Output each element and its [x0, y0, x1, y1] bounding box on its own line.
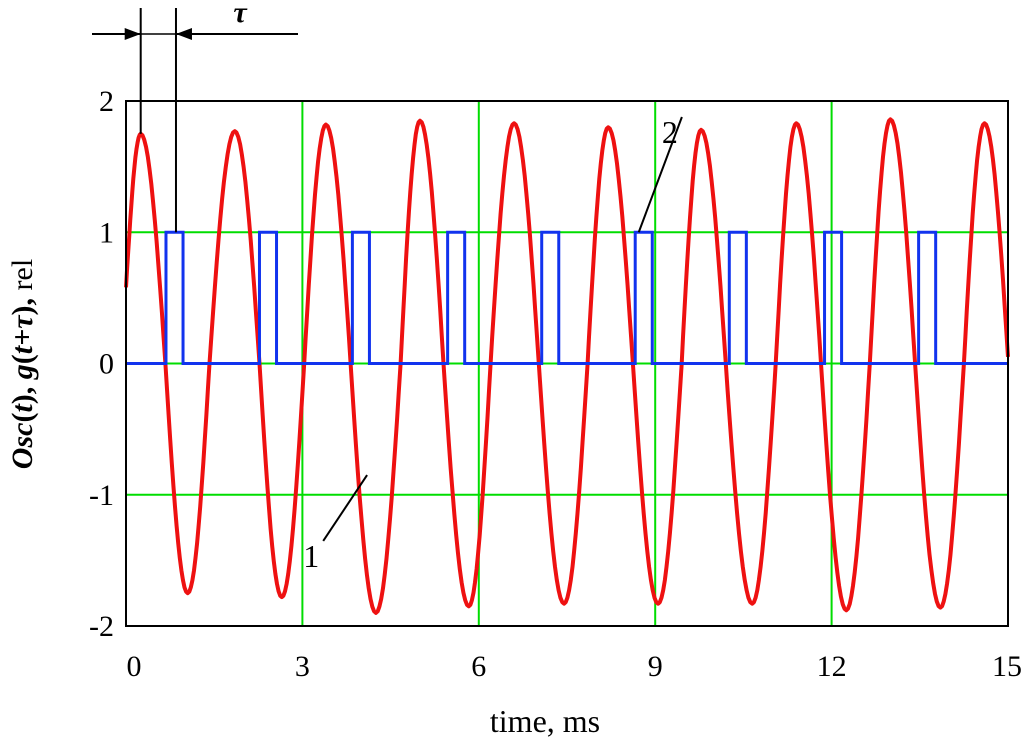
- y-axis-label-part: Osc: [6, 423, 39, 470]
- x-axis-label: time, ms: [490, 703, 600, 739]
- annotation-leader-line: [322, 474, 368, 542]
- x-tick-label: 9: [648, 650, 663, 683]
- y-tick-label: 0: [99, 348, 114, 381]
- x-tick-label: 15: [992, 650, 1022, 683]
- y-tick-label: 2: [99, 85, 114, 118]
- plot-frame: [125, 100, 1009, 627]
- x-tick-labels: 0 3 6 9 12 15: [127, 650, 1023, 683]
- series-line-2: [126, 230, 1008, 365]
- x-tick-label: 6: [471, 650, 486, 683]
- annotation-leader-line: [637, 116, 683, 233]
- y-axis-label-part: (: [6, 413, 39, 423]
- x-tick-label: 3: [295, 650, 310, 683]
- y-tick-label: 1: [99, 216, 114, 249]
- y-axis-label-part: g: [6, 364, 39, 380]
- x-tick-label: 0: [127, 650, 142, 683]
- tau-marker: τ: [92, 0, 298, 233]
- y-tick-label: -1: [89, 479, 114, 512]
- y-axis-label-part: t+τ: [6, 314, 39, 354]
- tau-arrowhead-right-icon: [175, 28, 192, 40]
- x-tick-label: 12: [817, 650, 847, 683]
- series-line-1: [124, 117, 1010, 615]
- series-layer: [124, 117, 1010, 615]
- y-axis-label-part: rel: [6, 259, 39, 291]
- tau-label: τ: [233, 0, 248, 29]
- y-axis-label: Osc(t), g(t+τ), rel: [6, 259, 39, 469]
- annotation-label: 2: [662, 114, 678, 150]
- y-axis-label-part: ),: [6, 379, 39, 404]
- tau-arrowhead-left-icon: [124, 28, 141, 40]
- y-tick-labels: 2 1 0 -1 -2: [89, 85, 114, 643]
- y-axis-label-part: ),: [6, 290, 39, 315]
- annotation-label: 1: [303, 538, 319, 574]
- y-tick-label: -2: [89, 610, 114, 643]
- y-axis-label-part: t: [6, 403, 39, 413]
- y-axis-label-part: (: [6, 354, 39, 364]
- annotations: 12: [303, 114, 683, 574]
